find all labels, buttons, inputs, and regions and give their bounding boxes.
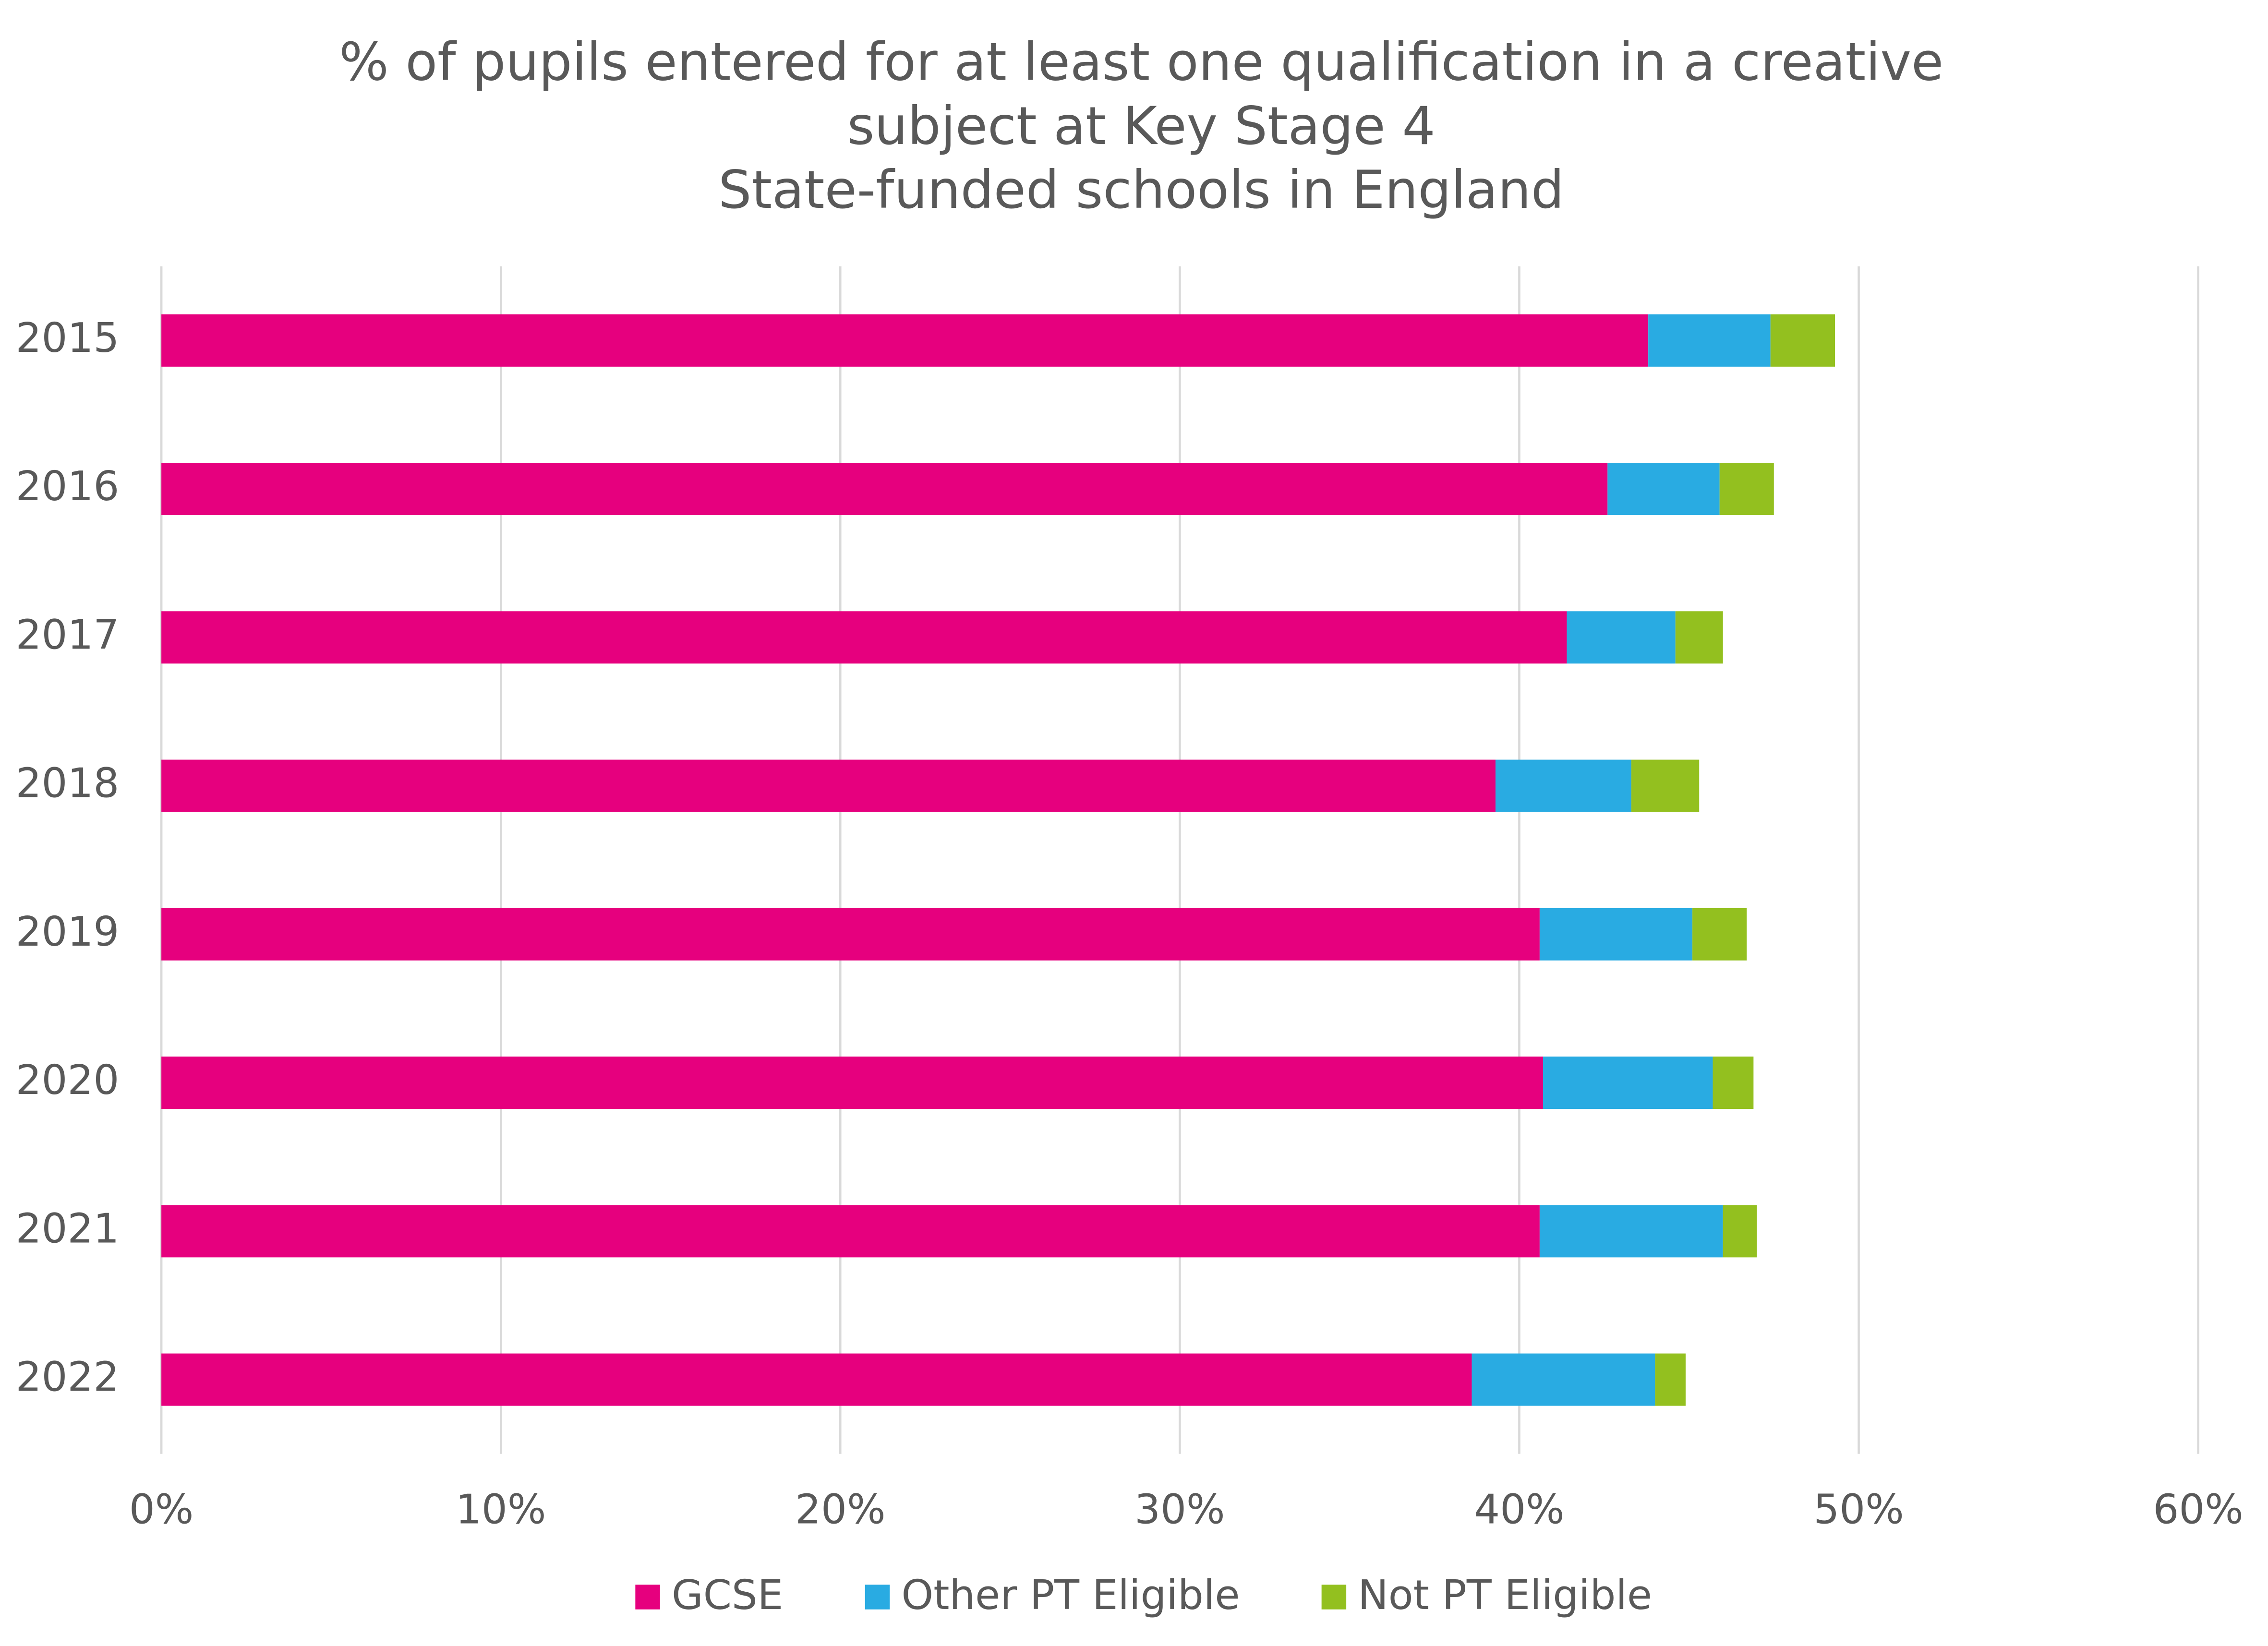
bar-segment <box>1648 314 1771 367</box>
bar-segment <box>1539 908 1693 961</box>
bar-segment <box>1495 759 1631 812</box>
bar-segment <box>161 314 1649 367</box>
y-tick-label: 2019 <box>16 908 120 955</box>
bar-segment <box>1567 611 1676 664</box>
bar-segment <box>1631 759 1700 812</box>
y-tick-label: 2016 <box>16 462 120 510</box>
y-tick-label: 2021 <box>16 1204 120 1252</box>
chart-title: State-funded schools in England <box>718 159 1564 220</box>
bar-segment <box>1655 1353 1686 1406</box>
legend-swatch <box>635 1585 660 1610</box>
x-tick-label: 10% <box>456 1485 546 1533</box>
bar-segment <box>1543 1057 1713 1109</box>
y-tick-label: 2017 <box>16 611 120 658</box>
legend-swatch <box>865 1585 890 1610</box>
bar-segment <box>1713 1057 1754 1109</box>
y-tick-label: 2020 <box>16 1056 120 1104</box>
x-tick-label: 20% <box>795 1485 885 1533</box>
legend-label: Other PT Eligible <box>901 1571 1240 1619</box>
bar-segment <box>1723 1205 1757 1258</box>
bar-segment <box>1607 463 1720 516</box>
legend-swatch <box>1321 1585 1347 1610</box>
chart-title: % of pupils entered for at least one qua… <box>339 32 1943 93</box>
bar-segment <box>1675 611 1723 664</box>
chart-title: subject at Key Stage 4 <box>847 96 1436 156</box>
y-tick-label: 2018 <box>16 759 120 807</box>
x-tick-label: 40% <box>1474 1485 1564 1533</box>
bar-segment <box>1719 463 1774 516</box>
y-tick-label: 2015 <box>16 314 120 361</box>
x-tick-label: 60% <box>2153 1485 2243 1533</box>
legend-label: Not PT Eligible <box>1358 1571 1652 1619</box>
x-tick-label: 30% <box>1134 1485 1225 1533</box>
legend-label: GCSE <box>672 1571 783 1619</box>
x-tick-label: 50% <box>1813 1485 1904 1533</box>
bar-segment <box>161 611 1567 664</box>
bar-segment <box>161 463 1608 516</box>
bar-segment <box>161 1057 1543 1109</box>
y-tick-label: 2022 <box>16 1353 120 1401</box>
bar-segment <box>161 1205 1540 1258</box>
bar-segment <box>1472 1353 1655 1406</box>
bar-segment <box>1692 908 1747 961</box>
bar-segment <box>161 759 1496 812</box>
bar-segment <box>1539 1205 1723 1258</box>
bar-segment <box>161 908 1540 961</box>
x-tick-label: 0% <box>129 1485 193 1533</box>
bar-segment <box>1770 314 1835 367</box>
bar-segment <box>161 1353 1472 1406</box>
